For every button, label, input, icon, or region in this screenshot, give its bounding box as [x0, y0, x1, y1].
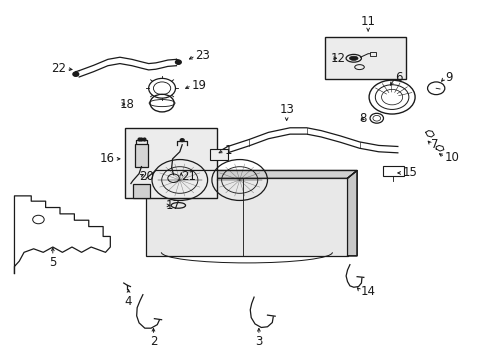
Text: 17: 17	[165, 199, 180, 212]
Bar	[209, 149, 228, 159]
Circle shape	[175, 60, 181, 64]
Text: 8: 8	[359, 112, 366, 125]
Ellipse shape	[349, 56, 357, 60]
Text: 18: 18	[120, 98, 135, 111]
Text: 14: 14	[360, 285, 375, 298]
Text: 12: 12	[330, 52, 345, 65]
Text: 23: 23	[195, 49, 210, 62]
Text: 10: 10	[444, 150, 459, 163]
Polygon shape	[146, 178, 347, 256]
Circle shape	[73, 72, 79, 76]
Text: 11: 11	[360, 15, 375, 28]
Text: 2: 2	[149, 335, 157, 348]
Text: 6: 6	[395, 71, 402, 84]
Bar	[124, 128, 216, 198]
Bar	[369, 51, 375, 56]
Text: 5: 5	[49, 256, 57, 269]
Bar	[133, 184, 150, 198]
Circle shape	[180, 139, 184, 141]
Text: 9: 9	[444, 71, 451, 84]
Text: 1: 1	[224, 144, 231, 157]
Text: 19: 19	[191, 79, 206, 92]
Polygon shape	[347, 171, 356, 256]
Bar	[325, 37, 405, 79]
Text: 16: 16	[100, 152, 115, 165]
Text: 4: 4	[124, 294, 132, 308]
Text: 20: 20	[139, 170, 154, 183]
Text: 21: 21	[181, 170, 196, 183]
Text: 15: 15	[402, 166, 417, 179]
Text: 22: 22	[51, 62, 66, 75]
Text: 7: 7	[430, 138, 438, 151]
Polygon shape	[146, 171, 356, 178]
Bar	[382, 166, 403, 176]
Bar	[135, 144, 148, 167]
Text: 13: 13	[279, 103, 293, 117]
Text: 3: 3	[255, 335, 262, 348]
